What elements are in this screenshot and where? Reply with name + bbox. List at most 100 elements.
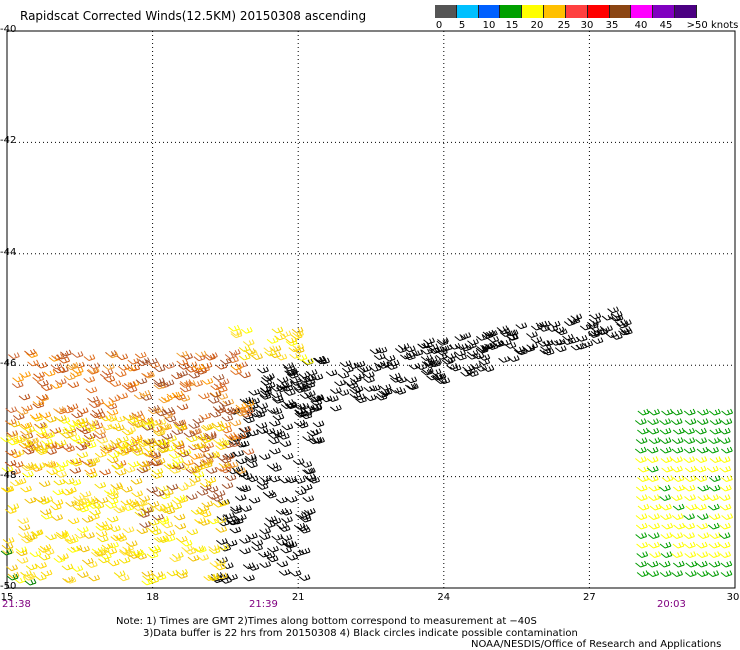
- wind-barb: [634, 418, 647, 425]
- wind-barb: [530, 323, 543, 331]
- wind-barb: [231, 465, 244, 473]
- wind-barb: [125, 540, 138, 548]
- wind-barb: [63, 424, 76, 432]
- wind-barb: [75, 499, 88, 506]
- wind-barb: [96, 535, 109, 543]
- wind-barb: [73, 494, 85, 502]
- wind-barb: [540, 344, 552, 352]
- wind-barb: [229, 419, 242, 427]
- wind-barb: [215, 385, 228, 393]
- wind-barb: [16, 557, 29, 564]
- wind-barb: [56, 352, 68, 360]
- wind-barb: [8, 420, 21, 428]
- wind-barb: [107, 541, 119, 549]
- wind-barb: [141, 371, 154, 378]
- wind-barb: [222, 453, 235, 460]
- wind-barb: [186, 528, 199, 536]
- x-tick-label: 27: [583, 592, 596, 603]
- wind-barb: [696, 522, 709, 530]
- wind-barb: [133, 392, 146, 400]
- wind-barb: [720, 418, 733, 425]
- wind-barb: [131, 490, 144, 498]
- wind-barb: [405, 376, 418, 384]
- wind-barb: [201, 500, 214, 508]
- wind-barb: [236, 484, 248, 492]
- wind-barb: [163, 462, 176, 470]
- wind-barb: [30, 529, 43, 537]
- wind-barb: [476, 346, 489, 354]
- wind-barb: [71, 351, 84, 358]
- wind-barb: [281, 452, 294, 460]
- wind-barb: [62, 576, 75, 583]
- wind-barb: [163, 362, 175, 369]
- wind-barb: [228, 324, 240, 332]
- wind-barb: [51, 353, 63, 360]
- wind-barb: [152, 513, 164, 521]
- wind-barb: [58, 356, 71, 364]
- wind-barb: [52, 488, 65, 496]
- wind-barb: [270, 391, 283, 399]
- wind-barb: [168, 452, 181, 459]
- wind-barb: [263, 345, 276, 353]
- wind-barb: [124, 426, 136, 434]
- wind-barb: [607, 306, 619, 314]
- wind-barb: [283, 389, 296, 396]
- wind-barb: [207, 574, 220, 582]
- wind-barb: [265, 515, 277, 523]
- wind-barb: [259, 393, 272, 400]
- wind-barb: [708, 541, 721, 549]
- wind-barb: [172, 419, 185, 427]
- wind-barb: [601, 313, 614, 321]
- wind-barb: [116, 392, 129, 400]
- wind-barb: [172, 457, 184, 465]
- wind-barb: [635, 437, 648, 444]
- wind-barb: [282, 541, 295, 548]
- wind-barb: [421, 341, 433, 349]
- wind-barb: [271, 394, 284, 402]
- y-tick-label: -40: [0, 24, 17, 35]
- wind-barb: [610, 333, 623, 340]
- wind-barb: [298, 574, 311, 582]
- wind-barb: [239, 425, 252, 433]
- wind-barb: [161, 433, 173, 440]
- wind-barb: [158, 439, 170, 446]
- wind-barb: [128, 364, 141, 372]
- wind-barb: [684, 551, 697, 558]
- wind-barb: [636, 570, 649, 577]
- wind-barb: [290, 379, 303, 386]
- wind-barb: [21, 536, 33, 544]
- wind-barb: [260, 378, 273, 386]
- wind-barb: [285, 495, 298, 503]
- wind-barb: [2, 537, 15, 544]
- wind-barb: [239, 431, 252, 438]
- wind-barb: [298, 376, 311, 383]
- wind-barb: [695, 503, 707, 511]
- wind-barb: [718, 532, 731, 539]
- wind-barb: [205, 467, 218, 474]
- wind-barb: [649, 503, 662, 511]
- wind-barb: [248, 388, 261, 396]
- wind-barb: [131, 434, 143, 442]
- wind-barb: [176, 358, 189, 366]
- wind-barb: [194, 441, 207, 449]
- wind-barb: [131, 449, 144, 456]
- wind-barb: [279, 440, 292, 447]
- wind-barb: [208, 544, 220, 551]
- wind-barb: [270, 465, 282, 472]
- wind-barb: [248, 496, 261, 504]
- wind-barb: [673, 522, 686, 530]
- wind-barb: [85, 386, 98, 394]
- wind-barb: [187, 443, 200, 451]
- wind-barb: [268, 419, 281, 427]
- wind-barb: [130, 477, 143, 485]
- wind-barb: [208, 547, 221, 554]
- wind-barb: [50, 503, 62, 511]
- wind-barb: [327, 395, 339, 402]
- wind-barb: [163, 529, 176, 537]
- wind-barb: [295, 511, 307, 519]
- wind-barb: [238, 353, 251, 361]
- wind-barb: [276, 522, 288, 530]
- wind-barb: [204, 353, 216, 361]
- wind-barb: [49, 427, 62, 434]
- wind-barb: [53, 556, 66, 563]
